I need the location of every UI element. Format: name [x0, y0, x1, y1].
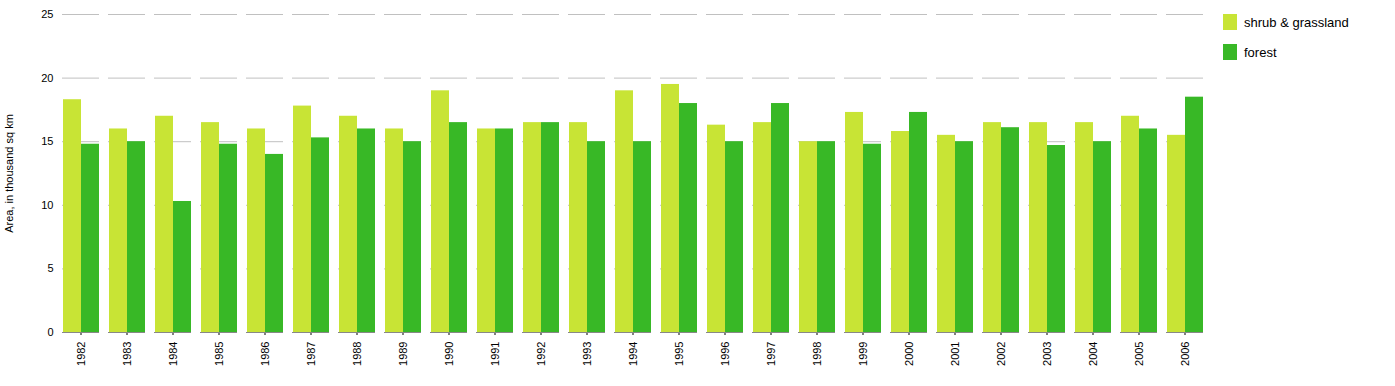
svg-text:1984: 1984 [167, 342, 179, 366]
svg-text:1997: 1997 [765, 342, 777, 366]
svg-text:Area, in thousand sq km: Area, in thousand sq km [3, 114, 15, 233]
svg-text:2006: 2006 [1179, 342, 1191, 366]
svg-text:1987: 1987 [305, 342, 317, 366]
svg-text:1985: 1985 [213, 342, 225, 366]
svg-text:1994: 1994 [627, 342, 639, 366]
svg-text:2005: 2005 [1133, 342, 1145, 366]
svg-text:1988: 1988 [351, 342, 363, 366]
svg-text:20: 20 [41, 72, 53, 84]
svg-text:2002: 2002 [995, 342, 1007, 366]
svg-text:1991: 1991 [489, 342, 501, 366]
svg-text:0: 0 [47, 326, 53, 338]
svg-text:2001: 2001 [949, 342, 961, 366]
svg-text:2000: 2000 [903, 342, 915, 366]
svg-text:2003: 2003 [1041, 342, 1053, 366]
svg-text:1995: 1995 [673, 342, 685, 366]
svg-text:1982: 1982 [75, 342, 87, 366]
svg-text:1998: 1998 [811, 342, 823, 366]
svg-text:10: 10 [41, 199, 53, 211]
html-text:forest: forest [1244, 44, 1277, 60]
svg-text:2004: 2004 [1087, 342, 1099, 366]
svg-text:1992: 1992 [535, 342, 547, 366]
html-text:shrub & grassland: shrub & grassland [1244, 14, 1349, 30]
svg-text:5: 5 [47, 262, 53, 274]
svg-text:1990: 1990 [443, 342, 455, 366]
svg-text:1986: 1986 [259, 342, 271, 366]
svg-text:15: 15 [41, 135, 53, 147]
svg-text:1999: 1999 [857, 342, 869, 366]
svg-text:1996: 1996 [719, 342, 731, 366]
svg-text:25: 25 [41, 8, 53, 20]
svg-text:1983: 1983 [121, 342, 133, 366]
svg-text:1989: 1989 [397, 342, 409, 366]
svg-text:1993: 1993 [581, 342, 593, 366]
